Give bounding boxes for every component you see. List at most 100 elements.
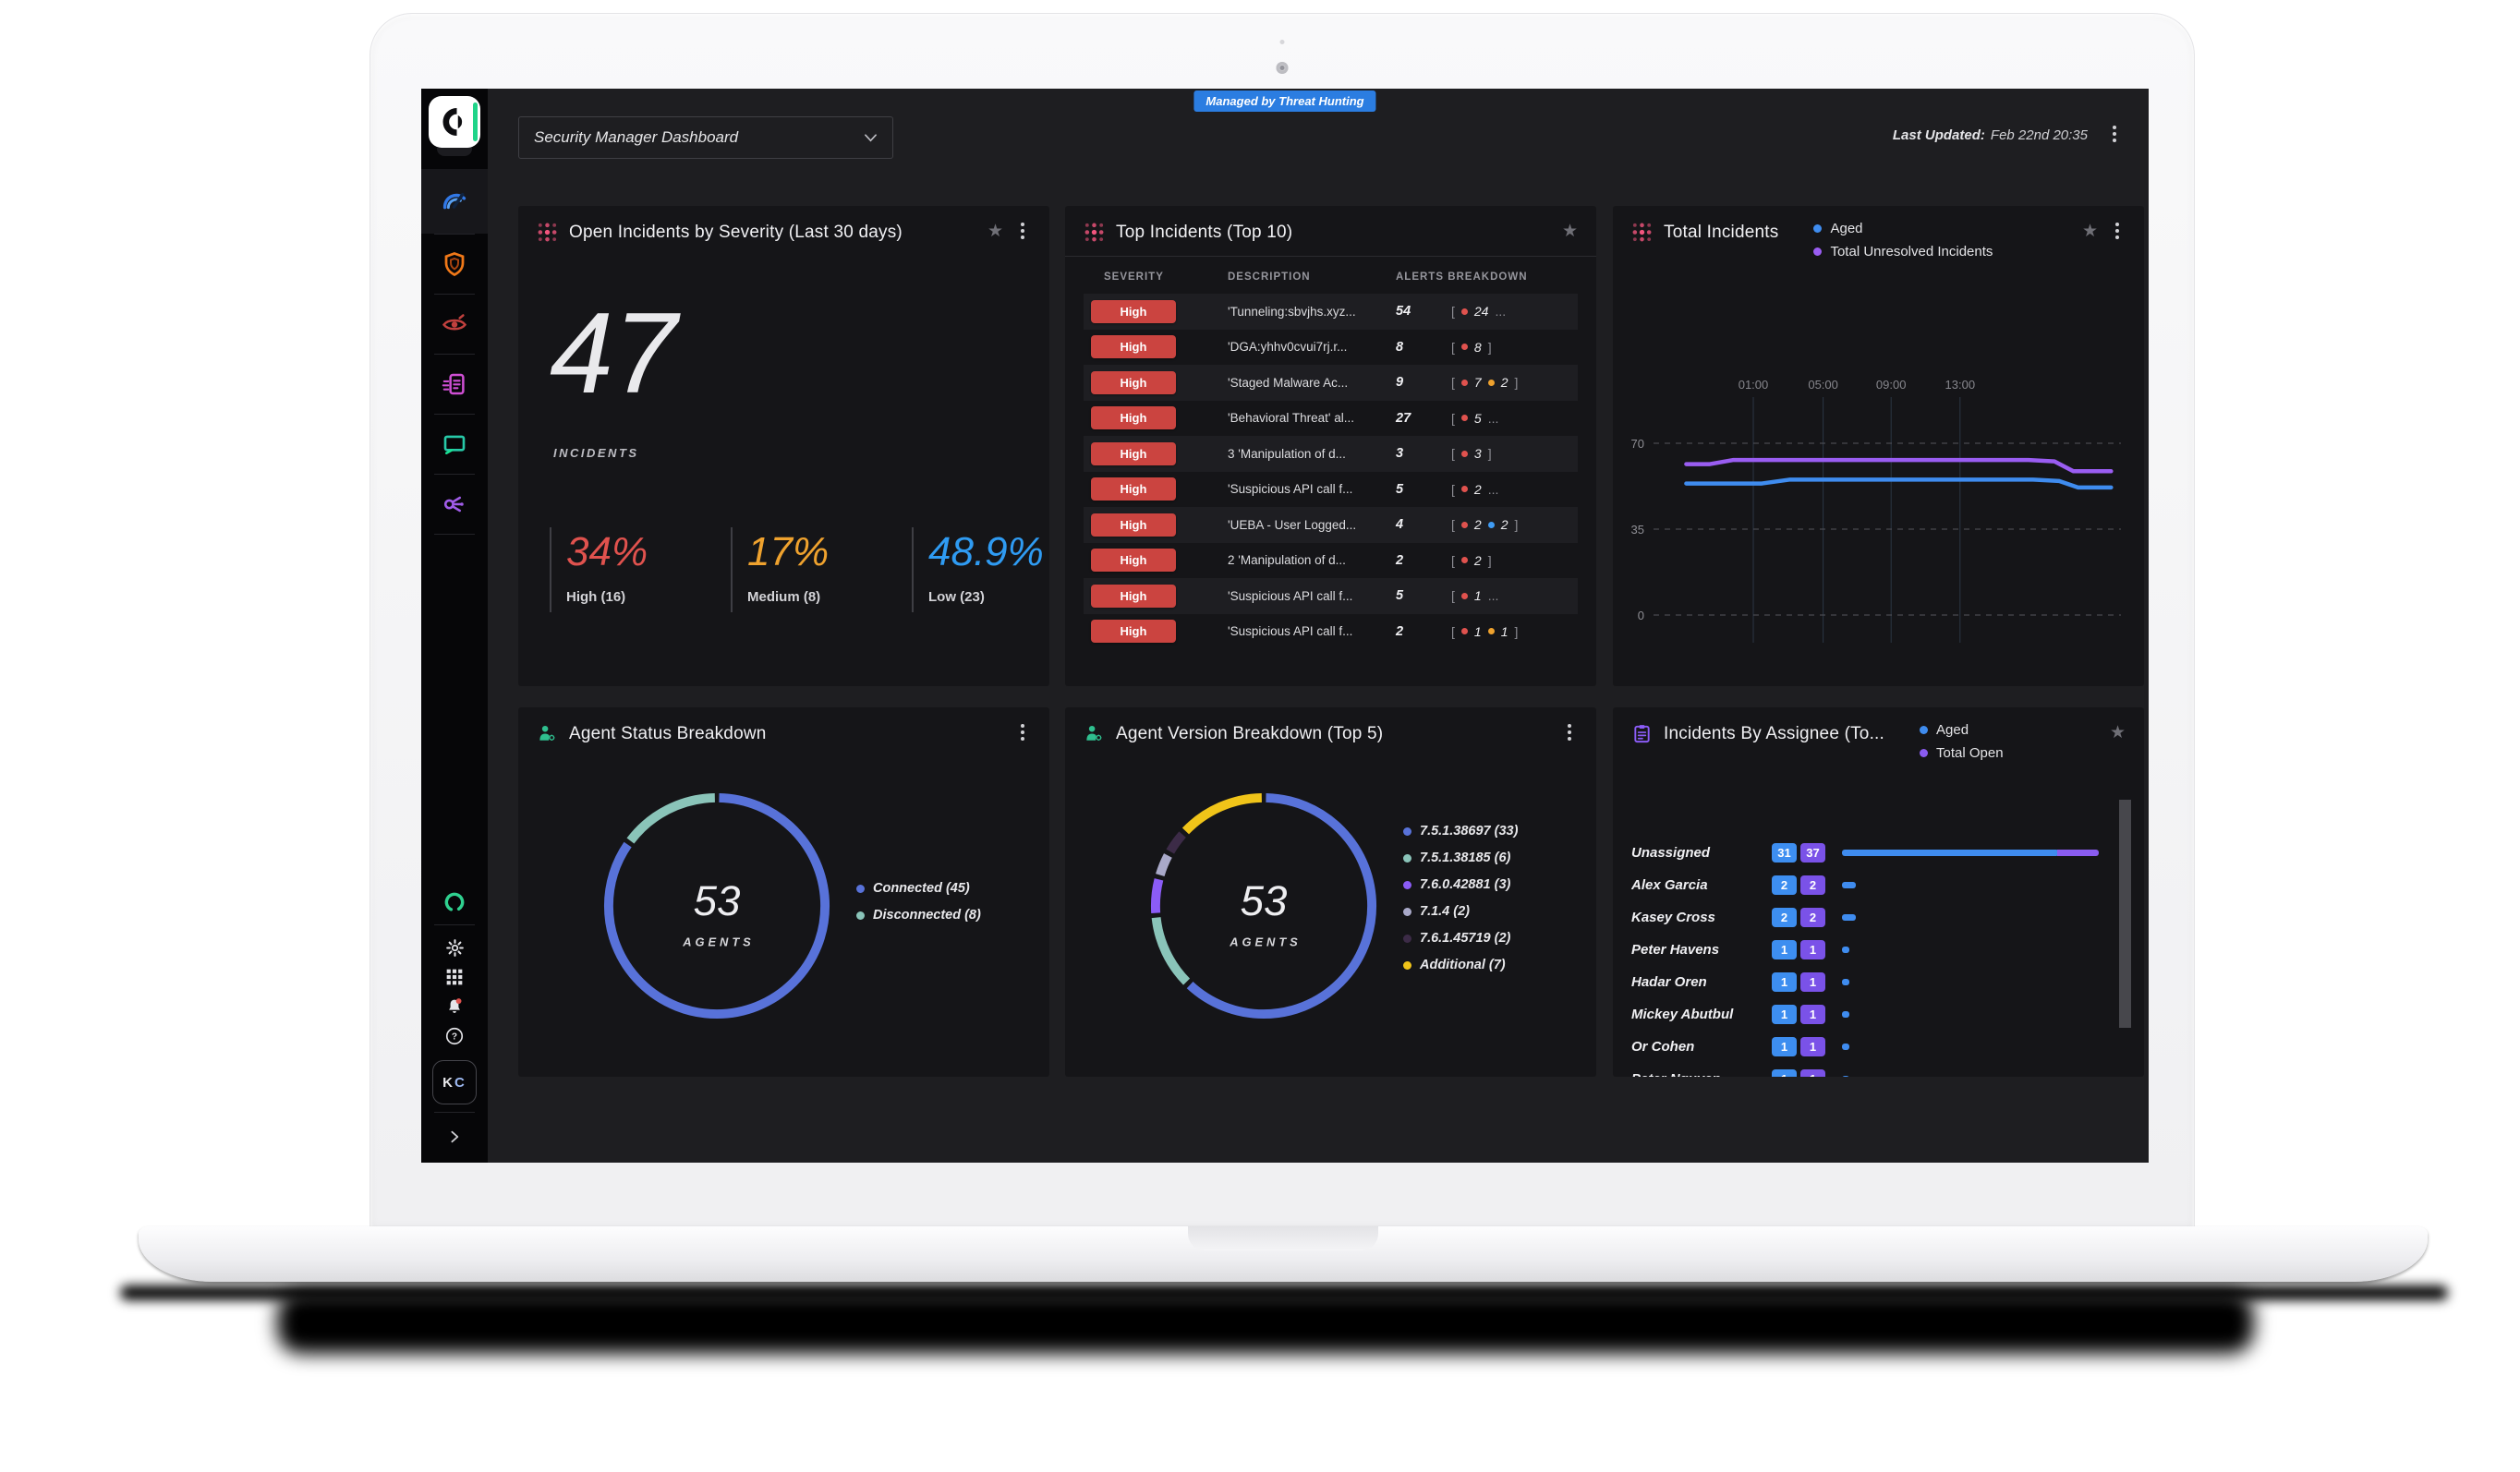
widget-title: Open Incidents by Severity (Last 30 days…: [569, 223, 903, 242]
legend-item: Disconnected (8): [856, 908, 981, 923]
assignee-row[interactable]: Or Cohen 1 1: [1631, 1031, 2107, 1063]
settings-button[interactable]: [421, 933, 488, 962]
favorite-star-icon[interactable]: ★: [2081, 221, 2098, 241]
assignee-row[interactable]: Hadar Oren 1 1: [1631, 966, 2107, 998]
favorite-star-icon[interactable]: ★: [1561, 221, 1578, 241]
widget-menu-button[interactable]: [1014, 722, 1031, 742]
severity-cell: High: [1084, 513, 1228, 537]
legend-dot: [1813, 247, 1823, 256]
assignee-row[interactable]: Kasey Cross 2 2: [1631, 901, 2107, 934]
table-row[interactable]: High 'DGA:yhhv0cvui7rj.r... 8[8]: [1084, 330, 1578, 366]
webcam: [1276, 62, 1289, 74]
svg-text:05:00: 05:00: [1808, 378, 1838, 392]
widget-title: Incidents By Assignee (To...: [1664, 724, 1884, 743]
assignee-row[interactable]: Mickey Abutbul 1 1: [1631, 998, 2107, 1031]
assignee-row[interactable]: Alex Garcia 2 2: [1631, 869, 2107, 901]
incidents-table: High 'Tunneling:sbvjhs.xyz... 54[24... High…: [1084, 294, 1578, 649]
sidebar-expand-button[interactable]: [421, 1122, 488, 1152]
severity-cell: High: [1084, 335, 1228, 359]
table-row[interactable]: High 'Tunneling:sbvjhs.xyz... 54 [24...: [1084, 294, 1578, 330]
help-button[interactable]: ?: [421, 1021, 488, 1051]
apps-grid-button[interactable]: [421, 962, 488, 992]
total-incidents-line-chart: 01:00 05:00 09:00 13:00 70 35 0: [1631, 378, 2121, 643]
dashboard-gauge-icon: [442, 192, 466, 210]
app-logo[interactable]: [429, 96, 480, 148]
sidebar-item-protection[interactable]: [421, 235, 488, 294]
aged-count-badge: 2: [1772, 908, 1797, 927]
table-row[interactable]: High 'UEBA - User Logged... 4 [2 2]: [1084, 507, 1578, 543]
table-row[interactable]: High 3 'Manipulation of d... 3[3]: [1084, 436, 1578, 472]
ellipsis: ...: [1487, 410, 1499, 426]
svg-text:70: 70: [1631, 437, 1644, 451]
severity-stats: 34% High (16) 17% Medium (8) 48.9% Low (23): [550, 527, 1049, 612]
svg-text:AGENTS: AGENTS: [682, 935, 755, 949]
severity-cell: High: [1084, 584, 1228, 608]
open-count-badge: 1: [1800, 940, 1825, 959]
aged-count-badge: 1: [1772, 940, 1797, 959]
legend-item: Additional (7): [1403, 958, 1518, 972]
alert-value: 24: [1473, 304, 1489, 320]
svg-text:35: 35: [1631, 523, 1644, 537]
notifications-button[interactable]: [421, 992, 488, 1021]
alert-dot: [1487, 379, 1495, 386]
assignee-row[interactable]: Unassigned 31 37: [1631, 837, 2107, 869]
legend-item: Connected (45): [856, 881, 981, 896]
table-row[interactable]: High 'Suspicious API call f... 5 [2...: [1084, 472, 1578, 508]
sidebar-item-network[interactable]: [421, 475, 488, 534]
severity-cell: High: [1084, 549, 1228, 573]
ambient-sensor: [1279, 40, 1285, 44]
bracket-open: [: [1451, 552, 1455, 568]
widget-title: Agent Status Breakdown: [569, 724, 767, 743]
severity-cell: High: [1084, 477, 1228, 501]
aged-count-badge: 1: [1772, 972, 1797, 992]
alert-dot: [1487, 628, 1495, 635]
aged-bar-segment: [1842, 1011, 1849, 1018]
shield-icon: [444, 252, 465, 277]
assignee-row[interactable]: Peter Havens 1 1: [1631, 934, 2107, 966]
svg-text:AGENTS: AGENTS: [1229, 935, 1302, 949]
favorite-star-icon[interactable]: ★: [987, 221, 1003, 241]
incident-description: 'Tunneling:sbvjhs.xyz...: [1228, 304, 1356, 319]
scrollbar-thumb[interactable]: [2119, 800, 2131, 1028]
table-row[interactable]: High 'Staged Malware Ac... 9 [7 2]: [1084, 365, 1578, 401]
assignee-row[interactable]: Peter Nguyen11: [1631, 1063, 2107, 1077]
table-row[interactable]: High 'Behavioral Threat' al... 27 [5...: [1084, 401, 1578, 437]
widget-agent-version: Agent Version Breakdown (Top 5) 53 AGENTS…: [1065, 707, 1596, 1077]
alerts-breakdown: [7 2]: [1451, 375, 1518, 390]
sidebar-divider: [434, 414, 475, 415]
sidebar-item-visibility[interactable]: [421, 295, 488, 354]
svg-text:0: 0: [1638, 609, 1644, 622]
sidebar-item-reports[interactable]: [421, 355, 488, 414]
table-row[interactable]: High 2 'Manipulation of d... 2[2]: [1084, 543, 1578, 579]
favorite-star-icon[interactable]: ★: [2109, 722, 2126, 742]
assignee-bar: [1842, 914, 1857, 921]
widget-menu-button[interactable]: [1561, 722, 1578, 742]
legend-dot: [1920, 749, 1928, 757]
logo-accent-strip: [473, 103, 478, 141]
table-row[interactable]: High 'Suspicious API call f... 2 [1 1]: [1084, 614, 1578, 650]
sidebar-item-ranger[interactable]: [421, 887, 488, 917]
sidebar-item-dashboard[interactable]: [421, 169, 488, 234]
legend-label: 7.5.1.38697 (33): [1420, 824, 1519, 839]
legend-dot: [1403, 880, 1411, 889]
header-menu-button[interactable]: [2106, 124, 2123, 144]
help-icon: ?: [445, 1027, 464, 1045]
sidebar-item-agents[interactable]: [421, 415, 488, 474]
dashboard-select[interactable]: Security Manager Dashboard: [518, 116, 893, 159]
severity-stat: 34% High (16): [550, 527, 731, 612]
table-row[interactable]: High 'Suspicious API call f... 5 [1...: [1084, 578, 1578, 614]
bracket-close: ]: [1487, 446, 1492, 462]
widget-menu-button[interactable]: [2109, 221, 2126, 241]
assignee-name: Hadar Oren: [1631, 974, 1707, 990]
chart-legend: 7.5.1.38697 (33) 7.5.1.38185 (6) 7.6.0.428…: [1403, 824, 1518, 972]
widget-title: Total Incidents: [1664, 223, 1779, 242]
alert-dot: [1460, 592, 1468, 599]
assignee-name: Mickey Abutbul: [1631, 1007, 1734, 1022]
alert-value: 2: [1500, 375, 1508, 391]
divider: [1065, 256, 1596, 257]
widget-menu-button[interactable]: [1014, 221, 1031, 241]
severity-cell: High: [1084, 620, 1228, 644]
legend-item: Total Unresolved Incidents: [1813, 244, 1993, 259]
alert-count: 3: [1396, 446, 1404, 462]
